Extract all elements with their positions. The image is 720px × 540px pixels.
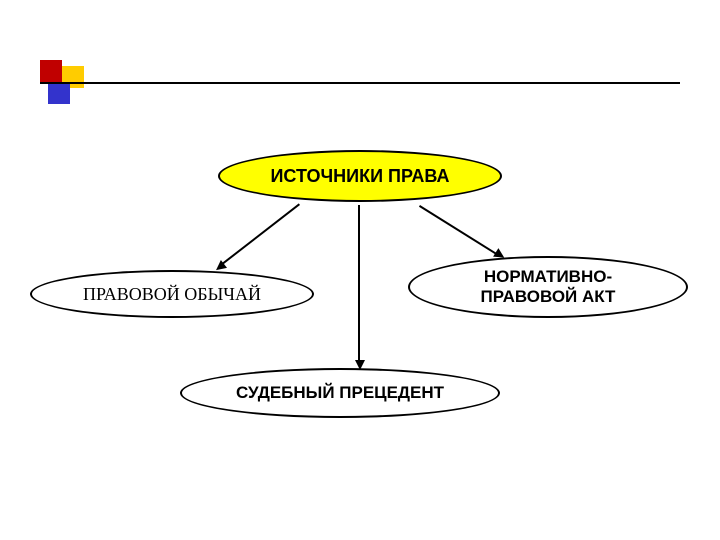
node-right: НОРМАТИВНО- ПРАВОВОЙ АКТ — [408, 256, 688, 318]
edge-root-left — [219, 203, 300, 267]
deco-square-0 — [40, 60, 62, 82]
node-label-root: ИСТОЧНИКИ ПРАВА — [262, 166, 457, 187]
node-label-center: СУДЕБНЫЙ ПРЕЦЕДЕНТ — [228, 383, 452, 403]
node-label-left: ПРАВОВОЙ ОБЫЧАЙ — [75, 284, 269, 305]
edge-root-center — [358, 205, 360, 365]
node-root: ИСТОЧНИКИ ПРАВА — [218, 150, 502, 202]
node-center: СУДЕБНЫЙ ПРЕЦЕДЕНТ — [180, 368, 500, 418]
horizontal-rule — [40, 82, 680, 84]
deco-square-2 — [48, 82, 70, 104]
node-label-right: НОРМАТИВНО- ПРАВОВОЙ АКТ — [473, 267, 624, 306]
edge-root-right — [419, 205, 500, 257]
node-left: ПРАВОВОЙ ОБЫЧАЙ — [30, 270, 314, 318]
